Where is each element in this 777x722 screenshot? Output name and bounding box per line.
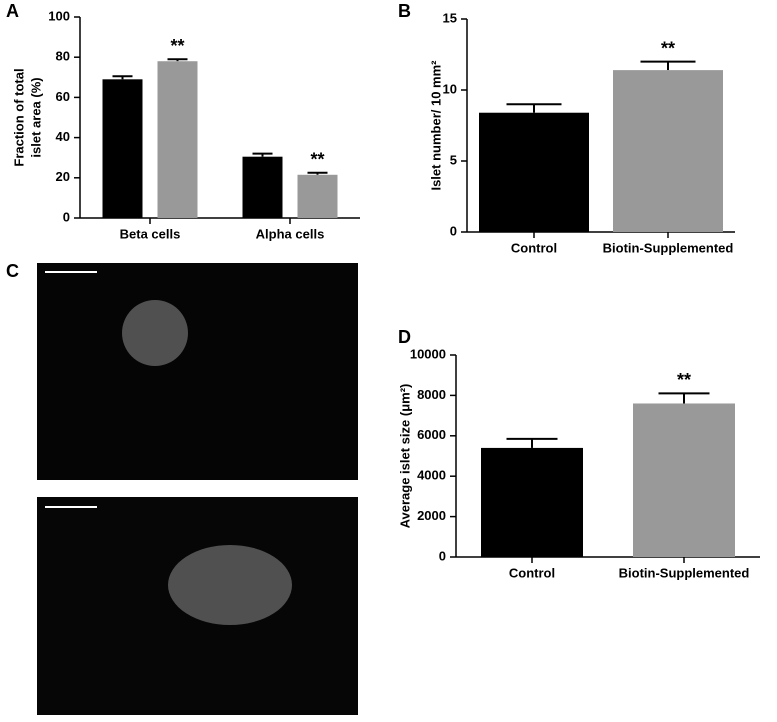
bar [102, 79, 143, 218]
significance: ** [661, 38, 675, 58]
y-tick-label: 8000 [417, 387, 446, 402]
y-tick-label: 80 [56, 49, 70, 64]
y-tick-label: 15 [443, 10, 457, 25]
y-tick-label: 10000 [410, 346, 446, 361]
y-tick-label: 4000 [417, 468, 446, 483]
significance: ** [170, 36, 184, 56]
y-tick-label: 100 [48, 8, 70, 23]
x-tick-label: Control [511, 240, 557, 255]
bar [479, 112, 589, 232]
panel-letter: C [6, 261, 19, 281]
x-tick-label: Biotin-Supplemented [603, 240, 734, 255]
bar [242, 156, 283, 218]
significance: ** [310, 150, 324, 170]
y-axis-label: islet area (%) [28, 77, 43, 157]
y-tick-label: 60 [56, 89, 70, 104]
micrograph-panel: C [6, 261, 358, 715]
panel-letter: A [6, 1, 19, 21]
y-tick-label: 0 [439, 548, 446, 563]
y-tick-label: 0 [63, 209, 70, 224]
panel-letter: D [398, 327, 411, 347]
y-axis-label: Fraction of total [11, 68, 26, 166]
x-tick-label: Biotin-Supplemented [619, 565, 750, 580]
bar [633, 403, 735, 557]
bar [297, 174, 338, 218]
y-tick-label: 10 [443, 81, 457, 96]
bar [613, 70, 723, 233]
islet-bottom [168, 545, 292, 625]
y-tick-label: 2000 [417, 508, 446, 523]
bar [481, 447, 583, 557]
islet-top [122, 300, 188, 366]
y-tick-label: 0 [450, 223, 457, 238]
x-tick-label: Beta cells [120, 226, 181, 241]
y-tick-label: 40 [56, 129, 70, 144]
x-tick-label: Alpha cells [256, 226, 325, 241]
y-tick-label: 20 [56, 169, 70, 184]
micrograph-top [37, 263, 358, 480]
panel-letter: B [398, 1, 411, 21]
x-tick-label: Control [509, 565, 555, 580]
significance: ** [677, 370, 691, 390]
bar [157, 61, 198, 218]
y-tick-label: 5 [450, 152, 457, 167]
y-axis-label: Average islet size (μm²) [397, 384, 412, 529]
y-tick-label: 6000 [417, 427, 446, 442]
y-axis-label: Islet number/ 10 mm² [428, 60, 443, 191]
